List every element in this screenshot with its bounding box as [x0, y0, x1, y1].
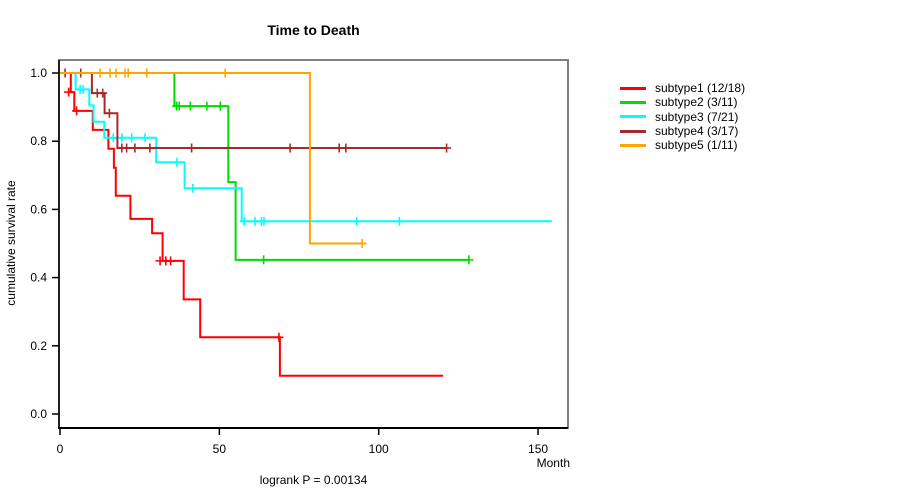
legend-line-swatch	[620, 86, 646, 90]
legend-item: subtype2 (3/11)	[620, 95, 745, 109]
legend: subtype1 (12/18) subtype2 (3/11) subtype3 …	[620, 81, 745, 152]
legend-item: subtype4 (3/17)	[620, 124, 745, 138]
x-tick-label: 100	[369, 442, 389, 456]
chart-title: Time to Death	[267, 22, 360, 38]
legend-line-swatch	[620, 115, 646, 119]
legend-label: subtype5 (1/11)	[655, 138, 738, 153]
x-tick-label: 0	[57, 442, 64, 456]
legend-line-swatch	[620, 129, 646, 133]
logrank-pvalue-text: logrank P = 0.00134	[259, 473, 368, 487]
y-axis-label: cumulative survival rate	[4, 180, 18, 306]
legend-label: subtype3 (7/21)	[655, 109, 739, 124]
legend-item: subtype1 (12/18)	[620, 81, 745, 95]
legend-label: subtype2 (3/11)	[655, 95, 738, 110]
legend-item: subtype5 (1/11)	[620, 138, 745, 152]
y-tick-label: 0.4	[30, 271, 47, 285]
survival-curve-subtype5	[60, 72, 365, 245]
x-axis-label: Month	[536, 456, 570, 470]
y-tick-label: 0.8	[30, 134, 47, 148]
legend-line-swatch	[620, 143, 646, 147]
legend-item: subtype3 (7/21)	[620, 110, 745, 124]
y-tick-label: 1.0	[30, 66, 47, 80]
y-tick-label: 0.2	[30, 339, 47, 353]
y-tick-label: 0.6	[30, 202, 47, 216]
x-tick-label: 150	[528, 442, 548, 456]
survival-curve-subtype4	[60, 72, 447, 149]
y-tick-label: 0.0	[30, 407, 47, 421]
survival-curve-subtype2	[60, 72, 470, 261]
x-tick-label: 50	[213, 442, 227, 456]
legend-line-swatch	[620, 100, 646, 104]
legend-label: subtype4 (3/17)	[655, 124, 739, 139]
legend-label: subtype1 (12/18)	[655, 81, 746, 96]
